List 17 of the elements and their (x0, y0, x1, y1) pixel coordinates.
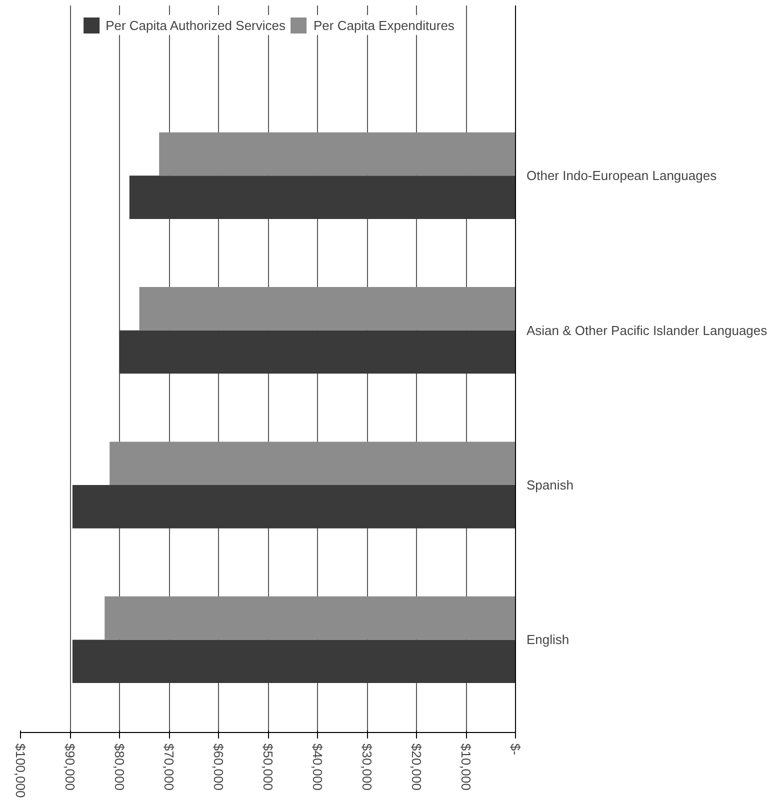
y-tick-label: Spanish (526, 478, 574, 493)
y-tick-label: English (526, 632, 570, 648)
x-tick-label: $70,000 (162, 744, 176, 790)
x-tick-label: $40,000 (310, 744, 325, 790)
x-tick-label: $100,000 (13, 744, 28, 798)
legend-label: Per Capita Expenditures (314, 18, 454, 32)
y-tick-label: Other Indo-European Languages (526, 168, 718, 184)
x-tick-label: $80,000 (112, 744, 127, 790)
x-tick-label: $60,000 (211, 744, 226, 790)
x-tick-label: $10,000 (458, 744, 474, 790)
x-tick-label: $- (508, 744, 523, 756)
x-tick-label: $50,000 (260, 744, 276, 790)
y-tick-label: Asian & Other Pacific Islander Languages (526, 322, 768, 338)
x-tick-label: $30,000 (360, 744, 374, 790)
x-tick-label: $90,000 (62, 744, 78, 790)
x-tick-label: $20,000 (409, 744, 424, 790)
legend-label: Per Capita Authorized Services (106, 18, 286, 32)
